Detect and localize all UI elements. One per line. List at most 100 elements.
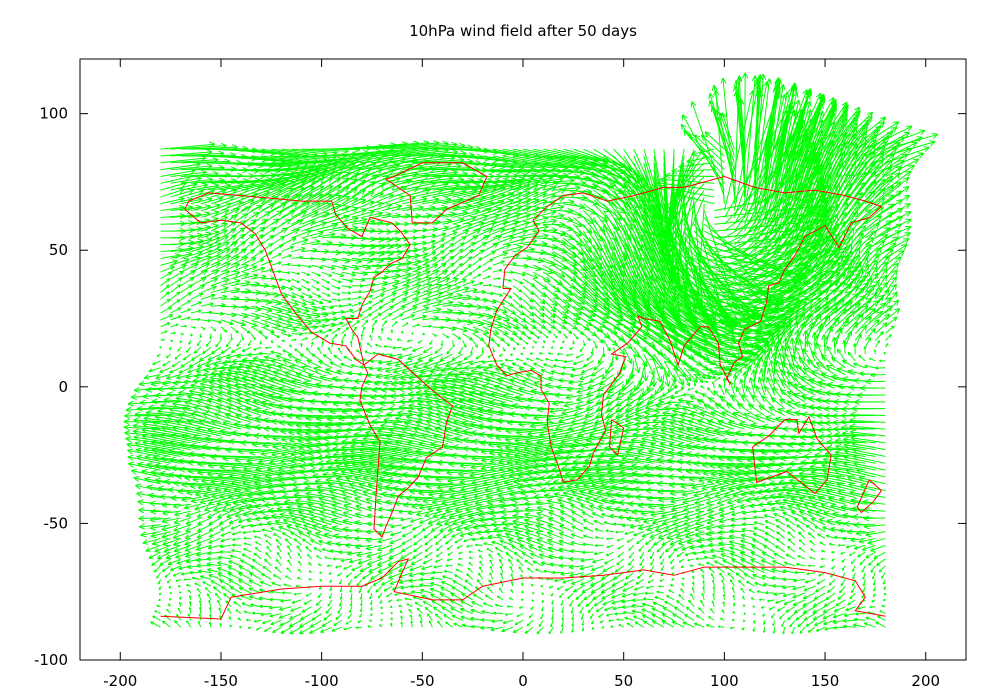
wind-vector [402,525,412,529]
wind-vector-head [783,570,786,571]
wind-vector-head [744,613,746,614]
wind-vector [672,579,675,581]
wind-vector [653,602,664,607]
wind-vector-head [759,599,761,600]
wind-vector [281,599,292,602]
wind-vector [325,557,332,559]
wind-vector [692,588,694,594]
wind-vector [471,609,483,613]
wind-vector-shaft [720,573,725,579]
wind-vector [370,593,372,599]
wind-vector-head [710,549,714,550]
wind-vector [743,596,745,600]
wind-vector [310,620,321,626]
wind-vector-shaft [498,553,503,559]
wind-vector [711,574,714,580]
wind-vector-head [207,563,211,564]
wind-vector [343,527,362,532]
wind-vector-head [471,609,475,610]
wind-vector-shaft [444,614,453,620]
wind-vector [314,607,322,613]
wind-vector-head [275,567,277,568]
wind-vector-head [664,531,670,532]
wind-vector [465,580,473,586]
wind-vector-head [835,520,841,522]
wind-vector [717,567,724,573]
wind-vector-shaft [788,546,795,552]
wind-vector-shaft [152,559,161,566]
wind-vector-shaft [829,579,835,585]
wind-vector [757,591,764,593]
wind-vector-head [319,540,323,541]
wind-vector [288,546,292,553]
wind-vector [160,593,162,595]
wind-vector [242,603,251,607]
wind-vector-shaft [434,532,443,539]
wind-vector-head [430,582,434,583]
wind-vector [873,573,876,579]
wind-vector [615,613,624,615]
wind-vector [841,552,845,554]
wind-vector [774,593,785,596]
wind-vector-shaft [336,614,342,620]
wind-vector-head [669,556,670,558]
wind-vector [332,526,352,532]
wind-vector [234,602,241,607]
wind-vector [158,579,160,584]
wind-vector [207,594,211,600]
wind-vector-shaft [798,532,804,538]
wind-vector [754,527,765,531]
wind-vector [763,614,765,617]
wind-vector-shaft [637,538,644,543]
wind-vector [643,621,653,627]
wind-vector-head [583,535,586,536]
wind-vector [432,601,443,607]
wind-vector [803,600,815,606]
wind-vector [344,627,352,630]
wind-vector-shaft [162,566,170,572]
wind-vector [645,592,654,594]
wind-vector-head [200,576,203,577]
wind-vector [376,586,382,592]
wind-vector [581,559,594,562]
wind-vector-head [350,604,351,606]
wind-vector [595,529,604,532]
wind-vector [427,614,432,621]
wind-vector-head [536,525,542,526]
wind-vector [525,531,543,538]
wind-vector-shaft [326,607,332,614]
wind-vector-head [695,524,701,525]
wind-vector [639,545,644,551]
wind-vector [651,559,654,565]
wind-vector [232,538,241,540]
wind-vector [780,614,785,619]
wind-vector [794,607,805,613]
wind-vector [400,611,402,614]
wind-vector-head [652,523,658,524]
wind-vector [685,552,694,555]
wind-vector [773,620,775,625]
wind-vector [744,605,746,607]
wind-vector-shaft [537,627,543,634]
wind-vector-head [431,577,434,578]
wind-vector [360,593,362,599]
wind-vector-head [259,597,263,598]
wind-vector [350,607,352,613]
wind-vector [232,549,242,552]
wind-vector [782,586,795,589]
wind-vector [349,579,352,585]
wind-vector-head [720,548,724,549]
wind-vector [266,553,271,559]
wind-vector [513,627,523,632]
wind-vector [872,600,876,602]
wind-vector-head [515,532,521,533]
wind-vector-head [682,578,684,579]
wind-vector-shaft [826,593,835,600]
wind-vector [810,541,815,546]
wind-vector [846,607,855,611]
wind-vector [178,585,181,587]
wind-vector-head [306,547,308,548]
wind-vector [457,545,462,548]
wind-vector-head [544,570,547,571]
wind-vector [455,538,463,542]
